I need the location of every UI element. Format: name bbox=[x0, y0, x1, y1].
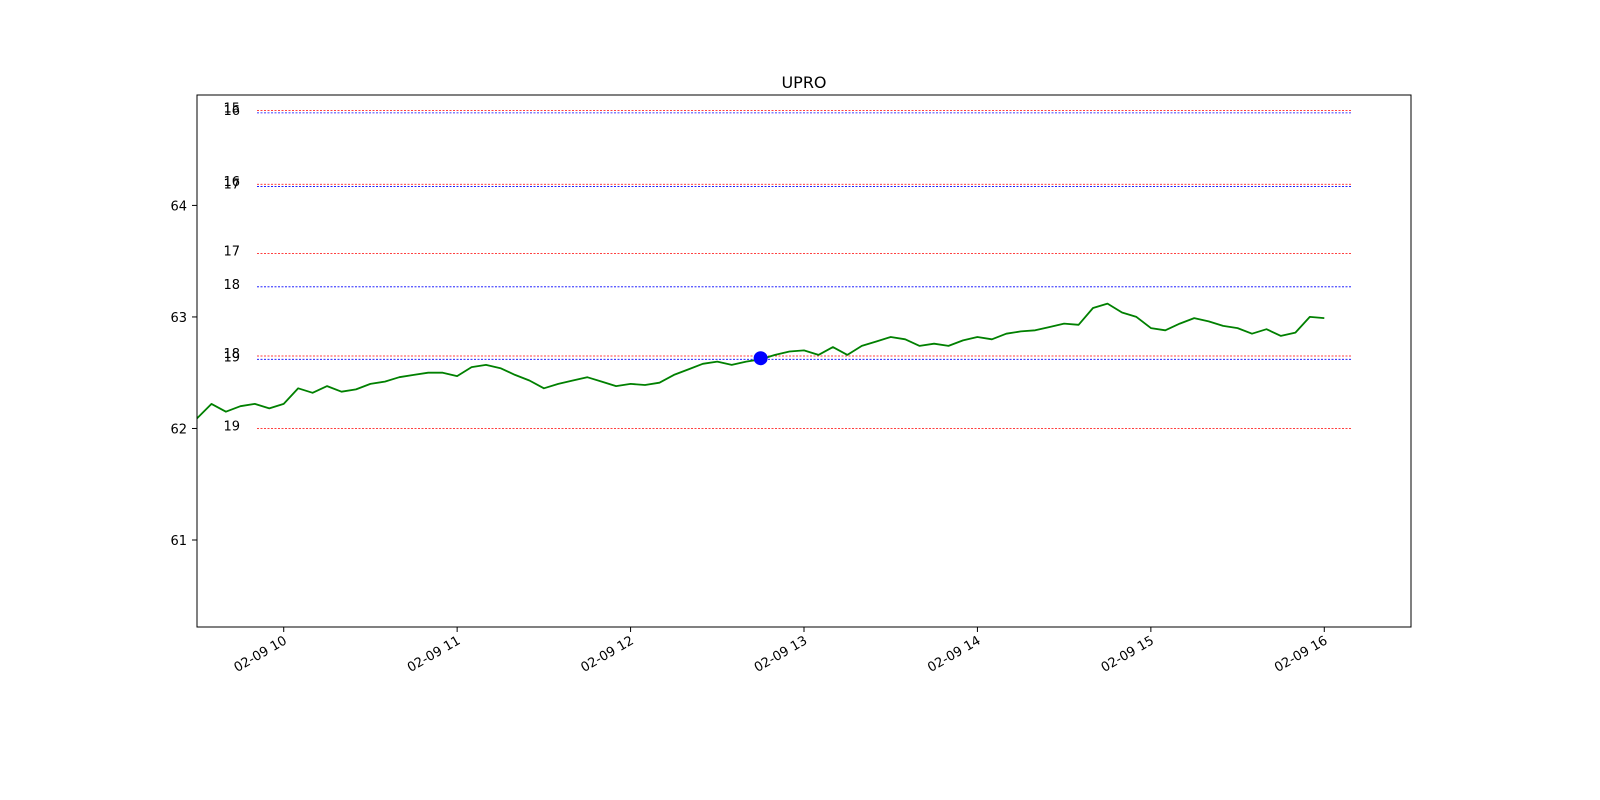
level-label: 16 bbox=[223, 104, 240, 119]
y-axis: 61 62 63 64 bbox=[170, 199, 197, 549]
level-label: 19 bbox=[223, 419, 240, 434]
level-label: 18 bbox=[223, 278, 240, 293]
level-label: 15 bbox=[223, 102, 240, 117]
level-label: 17 bbox=[223, 177, 240, 192]
y-tick-label: 63 bbox=[170, 311, 187, 326]
level-label: 19 bbox=[223, 350, 240, 365]
marker-point bbox=[753, 351, 768, 366]
y-tick-label: 61 bbox=[170, 534, 187, 549]
level-label: 18 bbox=[223, 347, 240, 362]
chart-title: UPRO bbox=[781, 73, 826, 92]
marker-layer bbox=[753, 351, 768, 366]
plot-frame bbox=[196, 94, 1412, 628]
y-tick-label: 64 bbox=[170, 199, 187, 214]
level-label: 17 bbox=[223, 244, 240, 259]
y-tick-label: 62 bbox=[170, 422, 187, 437]
level-label: 16 bbox=[223, 175, 240, 190]
